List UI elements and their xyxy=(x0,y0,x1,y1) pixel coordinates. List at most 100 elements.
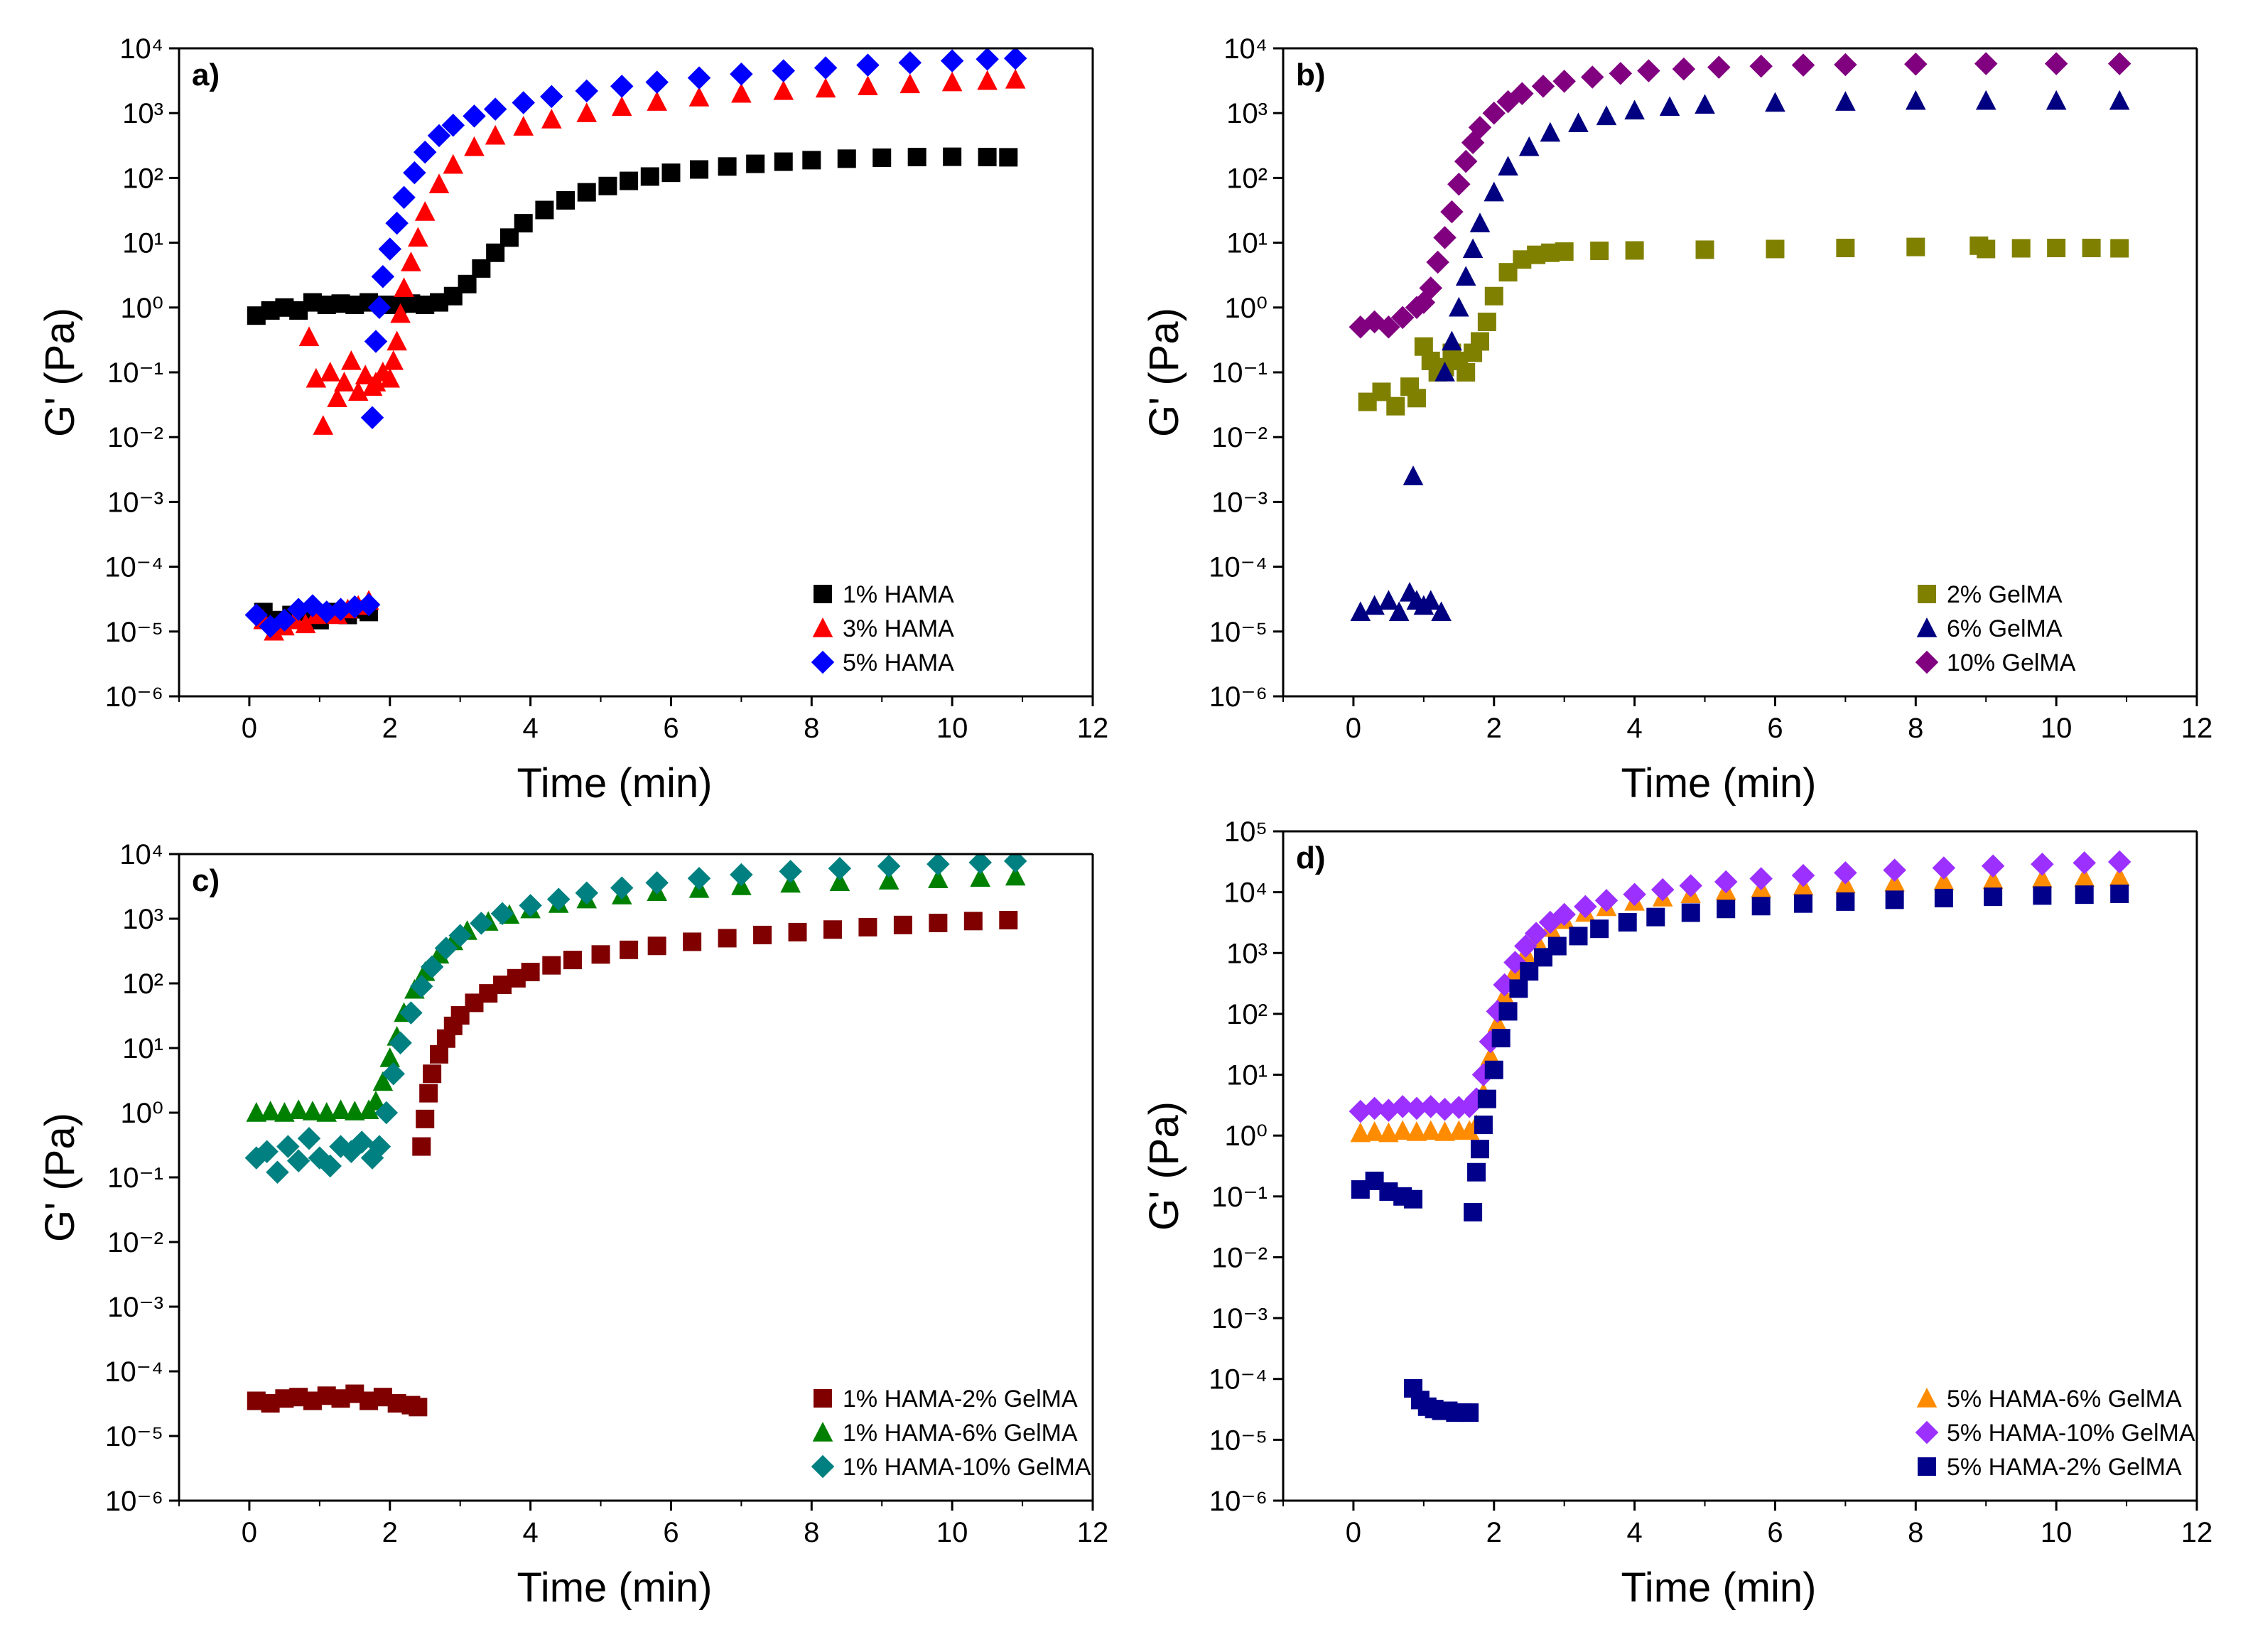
data-point xyxy=(1433,226,1457,249)
data-point xyxy=(829,871,850,892)
data-point xyxy=(441,114,465,137)
data-point xyxy=(427,124,451,148)
legend-marker xyxy=(1916,617,1938,637)
data-point xyxy=(1679,874,1703,897)
data-point xyxy=(434,936,458,960)
data-point xyxy=(661,163,681,183)
data-point xyxy=(463,104,486,128)
data-point xyxy=(802,151,821,170)
data-point xyxy=(1984,887,2003,907)
data-point xyxy=(610,876,634,900)
legend-marker xyxy=(1915,1420,1939,1445)
x-tick-label: 8 xyxy=(1908,1517,1923,1548)
x-tick-label: 6 xyxy=(663,1517,679,1548)
data-point xyxy=(379,1047,401,1067)
x-tick-label: 2 xyxy=(1486,1517,1502,1548)
series-5-hama-10-gelma xyxy=(1349,850,2131,1123)
data-point xyxy=(999,911,1018,930)
series-6-gelma xyxy=(1403,465,1424,485)
data-point xyxy=(1470,1140,1489,1159)
data-point xyxy=(814,56,838,80)
series-5-hama-2-gelma xyxy=(1404,1378,1479,1422)
data-point xyxy=(610,75,634,98)
data-point xyxy=(1623,882,1646,906)
data-point xyxy=(645,70,669,94)
data-point xyxy=(877,854,901,878)
data-point xyxy=(286,1149,310,1173)
data-point xyxy=(1392,1120,1413,1140)
legend-marker xyxy=(814,1389,832,1408)
data-point xyxy=(1405,1096,1429,1121)
x-tick-label: 0 xyxy=(242,1517,257,1548)
y-tick-label: 10⁻⁵ xyxy=(105,617,163,648)
data-point xyxy=(1420,1120,1442,1140)
series-1-hama xyxy=(247,147,1018,325)
y-tick-label: 10⁻³ xyxy=(107,1292,163,1323)
data-point xyxy=(1350,601,1371,622)
data-point xyxy=(1440,200,1464,224)
data-point xyxy=(288,1099,309,1119)
x-tick-label: 0 xyxy=(1346,713,1361,744)
data-point xyxy=(347,381,369,401)
data-point xyxy=(611,96,632,117)
data-point xyxy=(1484,286,1503,306)
data-point xyxy=(320,362,340,382)
data-point xyxy=(1695,94,1715,114)
legend-label: 5% HAMA xyxy=(843,649,954,676)
data-point xyxy=(1834,861,1857,885)
data-point xyxy=(379,367,401,388)
data-point xyxy=(1469,212,1491,232)
data-point xyxy=(575,881,599,905)
data-point xyxy=(2047,238,2066,257)
data-point xyxy=(1836,892,1855,911)
x-tick-label: 4 xyxy=(522,1517,538,1548)
data-point xyxy=(1625,241,1644,260)
y-tick-label: 10² xyxy=(122,163,163,194)
data-point xyxy=(420,955,444,979)
y-tick-label: 10⁻⁵ xyxy=(105,1421,163,1452)
data-point xyxy=(327,387,347,407)
legend-label: 1% HAMA-2% GelMA xyxy=(843,1386,1078,1413)
panel-label: a) xyxy=(192,58,220,92)
data-point xyxy=(2073,851,2096,875)
data-point xyxy=(1555,242,1574,261)
data-point xyxy=(2110,239,2129,258)
data-point xyxy=(1749,867,1773,890)
data-point xyxy=(318,1154,342,1178)
data-point xyxy=(1906,90,1926,110)
x-tick-label: 12 xyxy=(2181,1517,2213,1548)
data-point xyxy=(367,296,391,320)
y-tick-label: 10⁻¹ xyxy=(107,1162,163,1194)
data-point xyxy=(928,868,949,888)
y-tick-label: 10¹ xyxy=(1226,228,1268,259)
data-point xyxy=(963,912,983,931)
data-point xyxy=(718,157,737,176)
data-point xyxy=(1496,90,1520,114)
data-point xyxy=(690,160,709,179)
data-point xyxy=(297,1126,321,1150)
data-point xyxy=(688,87,710,107)
data-point xyxy=(362,376,383,396)
x-tick-label: 8 xyxy=(804,713,819,744)
chart-panel-b: 0 2 4 6 8 10 12 10⁻⁶ 10⁻⁵ 10⁻⁴ 10⁻³ 10⁻² 10⁻¹ 10⁰ 10¹ 1… xyxy=(1141,33,2212,806)
data-point xyxy=(1791,863,1815,887)
x-tick-label: 10 xyxy=(936,1517,968,1548)
data-point xyxy=(1390,306,1415,330)
data-point xyxy=(1569,927,1588,946)
data-point xyxy=(746,154,765,173)
data-point xyxy=(1431,601,1452,622)
x-tick-label: 12 xyxy=(2181,713,2213,744)
data-point xyxy=(1467,1162,1486,1182)
data-point xyxy=(976,48,999,71)
y-tick-label: 10³ xyxy=(1226,98,1268,129)
data-point xyxy=(856,53,880,77)
data-point xyxy=(730,863,753,887)
data-point xyxy=(2110,884,2129,903)
data-point xyxy=(2074,867,2095,887)
data-point xyxy=(1484,181,1505,202)
y-tick-label: 10² xyxy=(1226,999,1268,1030)
data-point xyxy=(1364,1121,1385,1141)
data-point xyxy=(1005,865,1026,886)
data-point xyxy=(893,915,912,934)
data-point xyxy=(1749,54,1773,78)
